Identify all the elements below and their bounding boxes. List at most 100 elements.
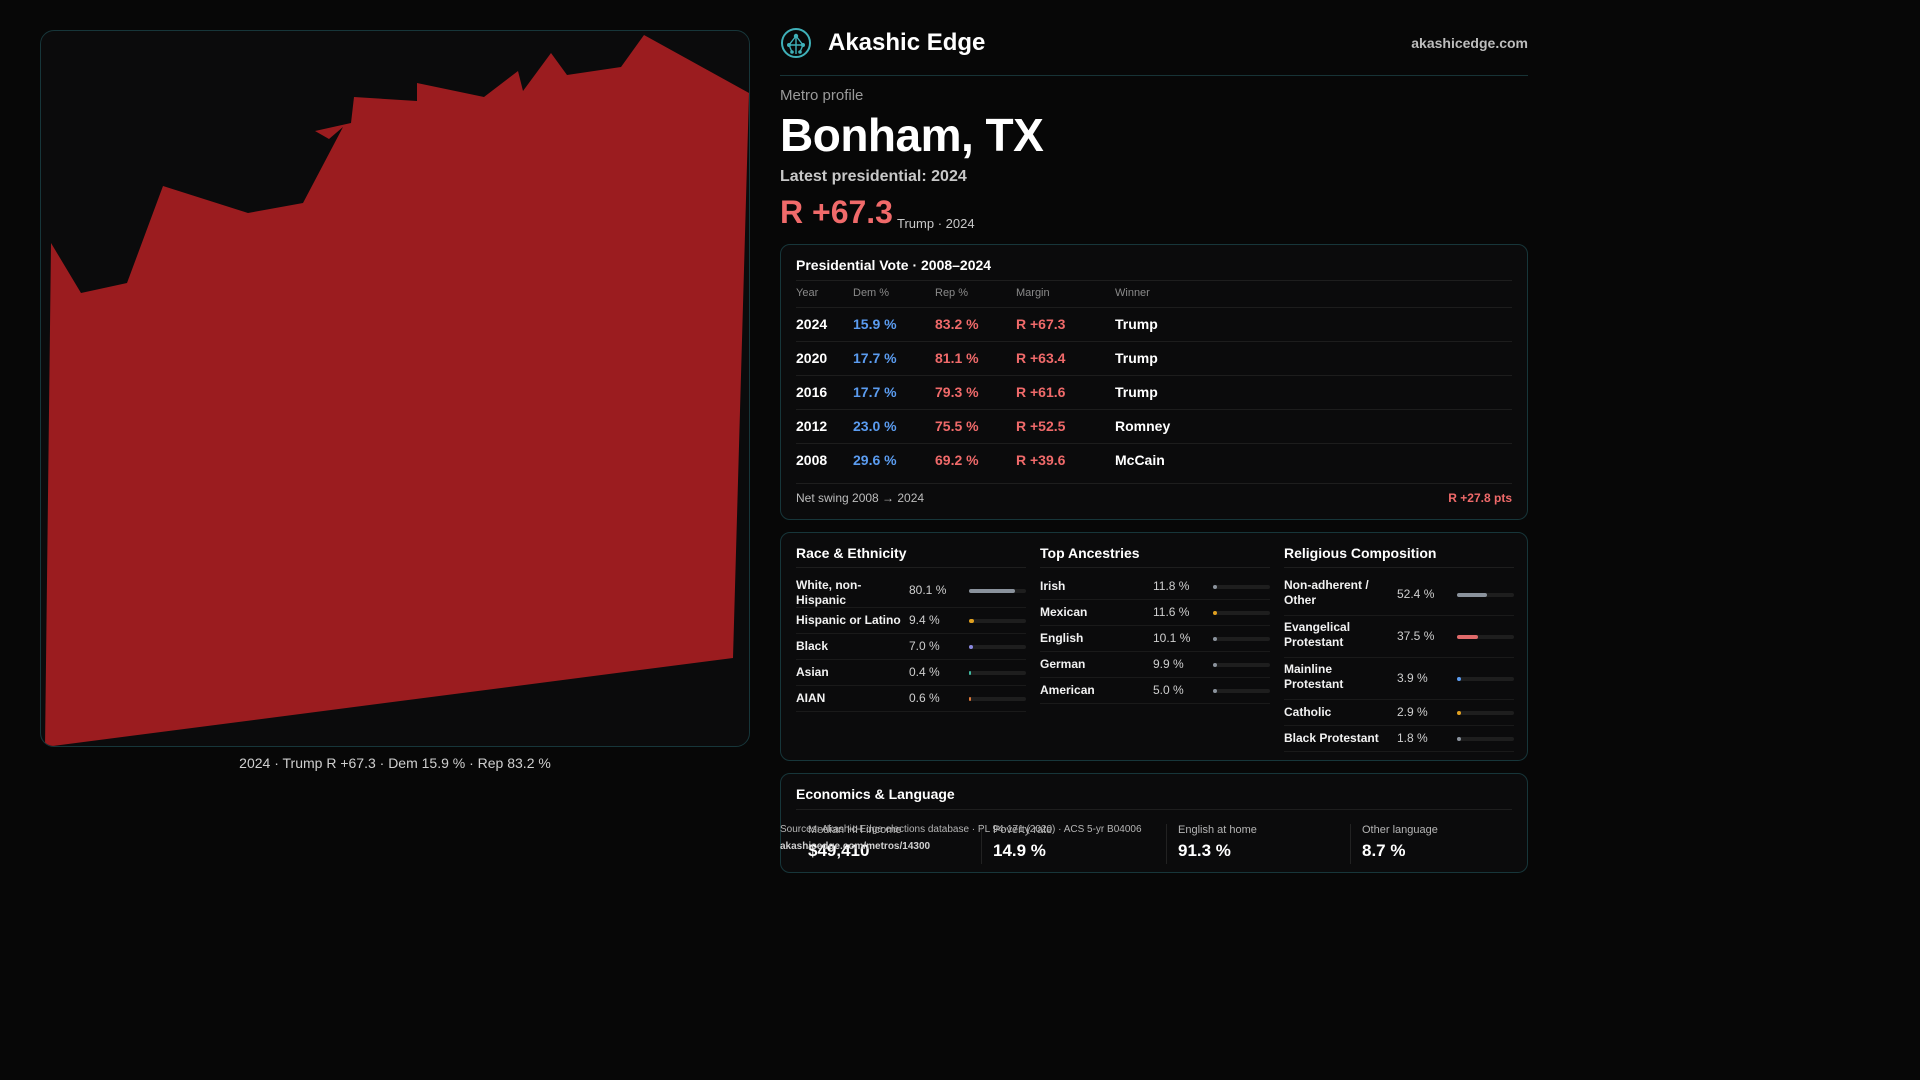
item-label: Evangelical Protestant <box>1284 620 1351 649</box>
item-percent: 0.6 % <box>909 691 940 705</box>
divider <box>796 280 1512 281</box>
cell-rep: 83.2 % <box>935 316 979 332</box>
divider <box>796 483 1512 484</box>
cell-winner: McCain <box>1115 452 1165 468</box>
table-row: 2020 17.7 % 81.1 % R +63.4 Trump <box>796 341 1512 375</box>
share-bar-track <box>969 619 1026 623</box>
brand-name: Akashic Edge <box>828 29 986 56</box>
list-item: Mexican 11.6 % <box>1040 600 1270 626</box>
list-item: Evangelical Protestant 37.5 % <box>1284 616 1514 658</box>
share-bar-track <box>1457 677 1514 681</box>
stat-english-at-home: English at home 91.3 % <box>1178 824 1362 861</box>
share-bar-track <box>969 589 1026 593</box>
share-bar-fill <box>969 697 971 701</box>
share-bar-fill <box>1213 611 1217 615</box>
list-item: Hispanic or Latino 9.4 % <box>796 608 1026 634</box>
list-item: AIAN 0.6 % <box>796 686 1026 712</box>
profile-panel: Akashic Edge akashicedge.com Metro profi… <box>780 28 1528 873</box>
cell-rep: 75.5 % <box>935 418 979 434</box>
share-bar-track <box>1457 635 1514 639</box>
source-note: Sources: Akashic Edge elections database… <box>780 821 1142 855</box>
page-title: Bonham, TX <box>780 109 1044 161</box>
economics-language-card: Economics & Language Median HH income $4… <box>780 773 1528 873</box>
stat-poverty-rate: Poverty rate 14.9 % <box>993 824 1177 861</box>
item-percent: 11.8 % <box>1153 579 1190 593</box>
ancestry-rows: Irish 11.8 % Mexican 11.6 % English 10.1 % Ger… <box>1040 574 1270 704</box>
stat-value: $49,410 <box>808 841 870 860</box>
item-label: German <box>1040 657 1086 671</box>
divider <box>1040 567 1270 568</box>
item-percent: 3.9 % <box>1397 671 1428 685</box>
stat-median-income: Median HH income $49,410 <box>808 824 992 861</box>
share-bar-fill <box>969 619 974 623</box>
share-bar-track <box>1213 663 1270 667</box>
item-percent: 1.8 % <box>1397 731 1428 745</box>
share-bar-track <box>1213 585 1270 589</box>
item-percent: 37.5 % <box>1397 629 1435 643</box>
item-percent: 9.9 % <box>1153 657 1184 671</box>
share-bar-track <box>969 671 1026 675</box>
share-bar-fill <box>969 589 1015 593</box>
cell-margin: R +63.4 <box>1016 350 1066 366</box>
item-percent: 9.4 % <box>909 613 940 627</box>
cell-margin: R +39.6 <box>1016 452 1066 468</box>
stat-value: 14.9 % <box>993 841 1046 860</box>
divider <box>796 567 1026 568</box>
net-swing-label: Net swing 2008 → 2024 <box>796 491 925 505</box>
source-text: Sources: Akashic Edge elections database… <box>780 824 1142 835</box>
source-url[interactable]: akashicedge.com/metros/14300 <box>780 841 931 852</box>
share-bar-fill <box>1457 593 1487 597</box>
list-item: Irish 11.8 % <box>1040 574 1270 600</box>
item-label: Mainline Protestant <box>1284 662 1344 691</box>
item-percent: 5.0 % <box>1153 683 1184 697</box>
column-header-winner: Winner <box>1115 287 1150 299</box>
cell-year: 2024 <box>796 316 828 332</box>
brand-bar: Akashic Edge akashicedge.com <box>780 28 1528 64</box>
stat-label: English at home <box>1178 824 1257 836</box>
cell-year: 2020 <box>796 350 828 366</box>
stat-label: Other language <box>1362 824 1438 836</box>
divider <box>981 824 982 864</box>
table-row: 2012 23.0 % 75.5 % R +52.5 Romney <box>796 409 1512 443</box>
section-title: Race & Ethnicity <box>796 545 907 561</box>
brand-url[interactable]: akashicedge.com <box>1411 35 1528 51</box>
section-title: Religious Composition <box>1284 545 1437 561</box>
county-polygon[interactable] <box>45 35 749 747</box>
item-label: AIAN <box>796 691 826 705</box>
cell-dem: 29.6 % <box>853 452 897 468</box>
race-ethnicity-section: Race & Ethnicity White, non-Hispanic 80.1… <box>796 545 1026 712</box>
card-title: Economics & Language <box>796 786 955 802</box>
metro-map[interactable] <box>40 30 750 747</box>
list-item: German 9.9 % <box>1040 652 1270 678</box>
card-title: Presidential Vote · 2008–2024 <box>796 257 992 273</box>
stat-value: 91.3 % <box>1178 841 1231 860</box>
cell-year: 2016 <box>796 384 828 400</box>
table-header: Year Dem % Rep % Margin Winner <box>796 287 1512 307</box>
tree-network-icon <box>781 28 811 58</box>
share-bar-track <box>1457 593 1514 597</box>
cell-dem: 15.9 % <box>853 316 897 332</box>
item-label: Irish <box>1040 579 1066 593</box>
cell-rep: 79.3 % <box>935 384 979 400</box>
cell-margin: R +52.5 <box>1016 418 1066 434</box>
cell-margin: R +67.3 <box>1016 316 1066 332</box>
religion-rows: Non-adherent / Other 52.4 % Evangelical Pr… <box>1284 574 1514 752</box>
share-bar-fill <box>1213 689 1217 693</box>
county-shape <box>45 35 749 747</box>
cell-margin: R +61.6 <box>1016 384 1066 400</box>
religious-composition-section: Religious Composition Non-adherent / Oth… <box>1284 545 1514 752</box>
list-item: Non-adherent / Other 52.4 % <box>1284 574 1514 616</box>
item-label: Asian <box>796 665 829 679</box>
list-item: English 10.1 % <box>1040 626 1270 652</box>
share-bar-track <box>1457 737 1514 741</box>
divider <box>1284 567 1514 568</box>
item-label: English <box>1040 631 1084 645</box>
column-header-dem: Dem % <box>853 287 890 299</box>
list-item: White, non-Hispanic 80.1 % <box>796 574 1026 608</box>
item-percent: 7.0 % <box>909 639 940 653</box>
item-percent: 10.1 % <box>1153 631 1191 645</box>
divider <box>796 809 1512 810</box>
share-bar-fill <box>969 645 973 649</box>
cell-winner: Trump <box>1115 316 1158 332</box>
net-swing-value: R +27.8 pts <box>1448 491 1512 505</box>
